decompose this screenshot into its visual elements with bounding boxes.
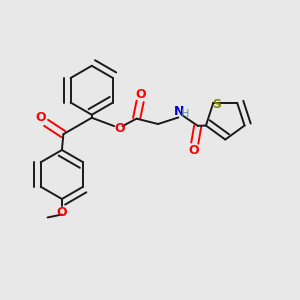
Text: N: N (174, 105, 184, 118)
Text: O: O (35, 111, 46, 124)
Text: O: O (189, 144, 199, 157)
Text: O: O (57, 206, 67, 219)
Text: O: O (115, 122, 125, 135)
Text: O: O (136, 88, 146, 101)
Text: H: H (181, 109, 189, 118)
Text: S: S (212, 98, 221, 110)
